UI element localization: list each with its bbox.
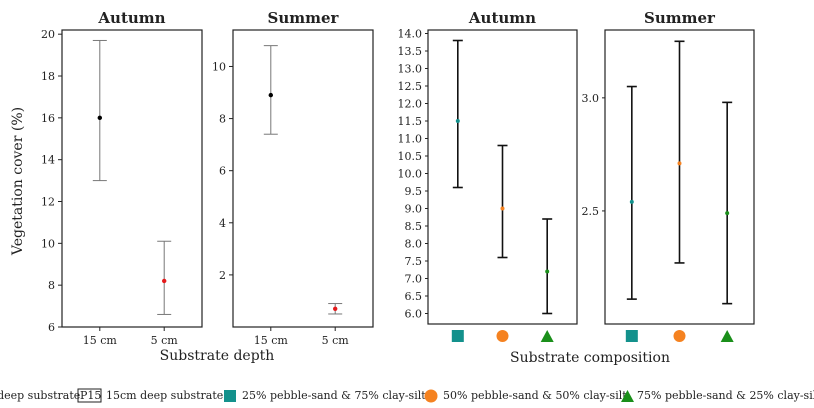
y-tick-label: 6.5 [405, 290, 423, 303]
y-tick-label: 9.5 [405, 185, 423, 198]
y-tick-label: 16 [41, 112, 55, 125]
legend-label-50-pebble: 50% pebble-sand & 50% clay-silt [443, 389, 627, 402]
y-tick-label: 13.5 [398, 45, 423, 58]
y-tick-label: 12 [41, 196, 55, 209]
data-point [455, 119, 460, 123]
y-tick-label: 6 [48, 321, 55, 334]
data-point [725, 211, 730, 216]
panel-frame [232, 29, 374, 328]
y-tick-label: 12.0 [398, 98, 423, 111]
x-tick-label: 15 cm [83, 334, 118, 347]
legend-label-15cm: 15cm deep substrate [106, 389, 223, 402]
y-tick-label: 10.0 [398, 168, 423, 181]
y-tick-label: 10.5 [398, 150, 423, 163]
y-tick-label: 4 [219, 217, 226, 230]
legend: 5cm deep substrate P15 15cm deep substra… [0, 388, 814, 403]
y-tick-label: 12.5 [398, 80, 423, 93]
category-marker-square [451, 330, 464, 342]
x-tick-label: 5 cm [151, 334, 179, 347]
panel-title: Autumn [468, 9, 536, 27]
legend-circle-icon [424, 389, 438, 403]
legend-box-p15 [77, 388, 102, 403]
y-tick-label: 13.0 [398, 63, 423, 76]
y-tick-label: 11.5 [398, 115, 423, 128]
data-point [162, 278, 167, 284]
y-tick-label: 10 [41, 237, 55, 250]
y-tick-label: 6.0 [405, 308, 423, 321]
y-tick-label: 8.5 [405, 220, 423, 233]
y-tick-label: 8 [219, 113, 226, 126]
y-tick-label: 9.0 [405, 203, 423, 216]
panel-frame [61, 29, 203, 328]
chart-panels: Autumn 6 8 10 12 14 16 18 20 15 cm 5 cm Summer 2 4 6 8 1… [41, 9, 755, 347]
legend-label-25-pebble: 25% pebble-sand & 75% clay-silt [242, 389, 426, 402]
data-point [500, 206, 505, 211]
y-tick-label: 8.0 [405, 238, 423, 251]
legend-square-icon [224, 390, 236, 402]
chart-panel-4: Summer 2.5 3.0 [582, 9, 755, 342]
data-point [333, 306, 338, 311]
y-tick-label: 3.0 [582, 92, 600, 105]
category-marker-circle [496, 330, 509, 342]
y-tick-label: 7.5 [405, 255, 423, 268]
y-tick-label: 10 [212, 60, 226, 73]
panel-frame [427, 29, 578, 325]
category-marker-circle [673, 330, 686, 342]
chart-panel-1: Autumn 6 8 10 12 14 16 18 20 15 cm 5 cm [41, 9, 203, 347]
data-point [545, 269, 550, 274]
y-tick-label: 2.5 [582, 205, 600, 218]
data-point [268, 92, 273, 98]
y-tick-label: 20 [41, 28, 55, 41]
legend-label-p15: P15 [80, 389, 101, 402]
panel-title: Summer [268, 9, 340, 27]
y-tick-label: 7.0 [405, 273, 423, 286]
y-tick-label: 14.0 [398, 28, 423, 41]
y-tick-label: 11.0 [398, 133, 423, 146]
x-axis-label-depth: Substrate depth [160, 348, 275, 364]
chart-panel-3: Autumn 6.0 6.5 7.0 7.5 8.0 8.5 9.0 9.5 10.0 10.5 11… [398, 9, 578, 342]
data-point [677, 161, 682, 166]
y-tick-label: 14 [41, 154, 55, 167]
x-axis-label-composition: Substrate composition [510, 350, 670, 366]
x-tick-label: 5 cm [322, 334, 350, 347]
x-tick-label: 15 cm [254, 334, 289, 347]
chart-panel-2: Summer 2 4 6 8 10 15 cm 5 cm [212, 9, 374, 347]
y-tick-label: 2 [219, 269, 226, 282]
category-marker-triangle [540, 330, 554, 342]
panel-title: Summer [644, 9, 716, 27]
y-tick-label: 6 [219, 165, 226, 178]
panel-title: Autumn [97, 9, 165, 27]
category-marker-triangle [720, 330, 734, 342]
y-tick-label: 8 [48, 279, 55, 292]
category-marker-square [625, 330, 638, 342]
legend-label-5cm: 5cm deep substrate [0, 389, 80, 402]
y-tick-label: 18 [41, 70, 55, 83]
y-axis-label: Vegetation cover (%) [10, 107, 26, 256]
legend-label-75-pebble: 75% pebble-sand & 25% clay-silt [637, 389, 814, 402]
panel-frame [604, 29, 755, 325]
data-point [629, 199, 634, 204]
legend-triangle-icon [621, 390, 634, 402]
data-point [97, 115, 103, 121]
